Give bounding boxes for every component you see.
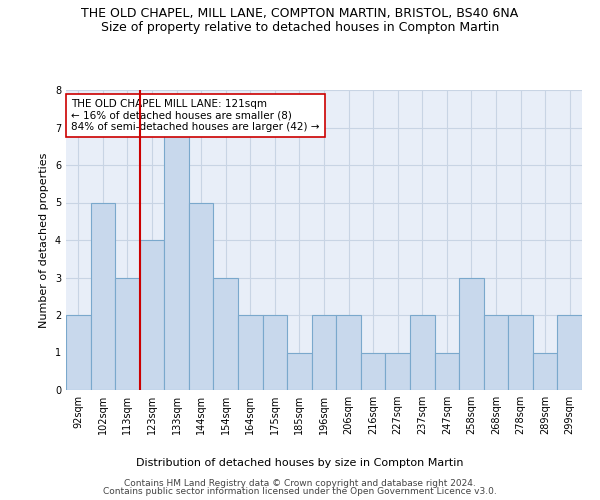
Bar (115, 278, 140, 390)
Bar (508, 315, 533, 390)
Bar (66, 315, 91, 390)
Bar (533, 352, 557, 390)
Bar (410, 315, 434, 390)
Bar (91, 202, 115, 390)
Bar (484, 315, 508, 390)
Bar (214, 278, 238, 390)
Bar (287, 352, 312, 390)
Text: Contains HM Land Registry data © Crown copyright and database right 2024.: Contains HM Land Registry data © Crown c… (124, 478, 476, 488)
Bar (385, 352, 410, 390)
Bar (434, 352, 459, 390)
Text: THE OLD CHAPEL, MILL LANE, COMPTON MARTIN, BRISTOL, BS40 6NA: THE OLD CHAPEL, MILL LANE, COMPTON MARTI… (82, 8, 518, 20)
Bar (312, 315, 336, 390)
Text: Contains public sector information licensed under the Open Government Licence v3: Contains public sector information licen… (103, 487, 497, 496)
Bar (361, 352, 385, 390)
Bar (263, 315, 287, 390)
Bar (336, 315, 361, 390)
Bar (140, 240, 164, 390)
Text: Distribution of detached houses by size in Compton Martin: Distribution of detached houses by size … (136, 458, 464, 468)
Y-axis label: Number of detached properties: Number of detached properties (40, 152, 49, 328)
Text: THE OLD CHAPEL MILL LANE: 121sqm
← 16% of detached houses are smaller (8)
84% of: THE OLD CHAPEL MILL LANE: 121sqm ← 16% o… (71, 99, 320, 132)
Bar (164, 128, 189, 390)
Text: Size of property relative to detached houses in Compton Martin: Size of property relative to detached ho… (101, 21, 499, 34)
Bar (238, 315, 263, 390)
Bar (557, 315, 582, 390)
Bar (189, 202, 214, 390)
Bar (459, 278, 484, 390)
